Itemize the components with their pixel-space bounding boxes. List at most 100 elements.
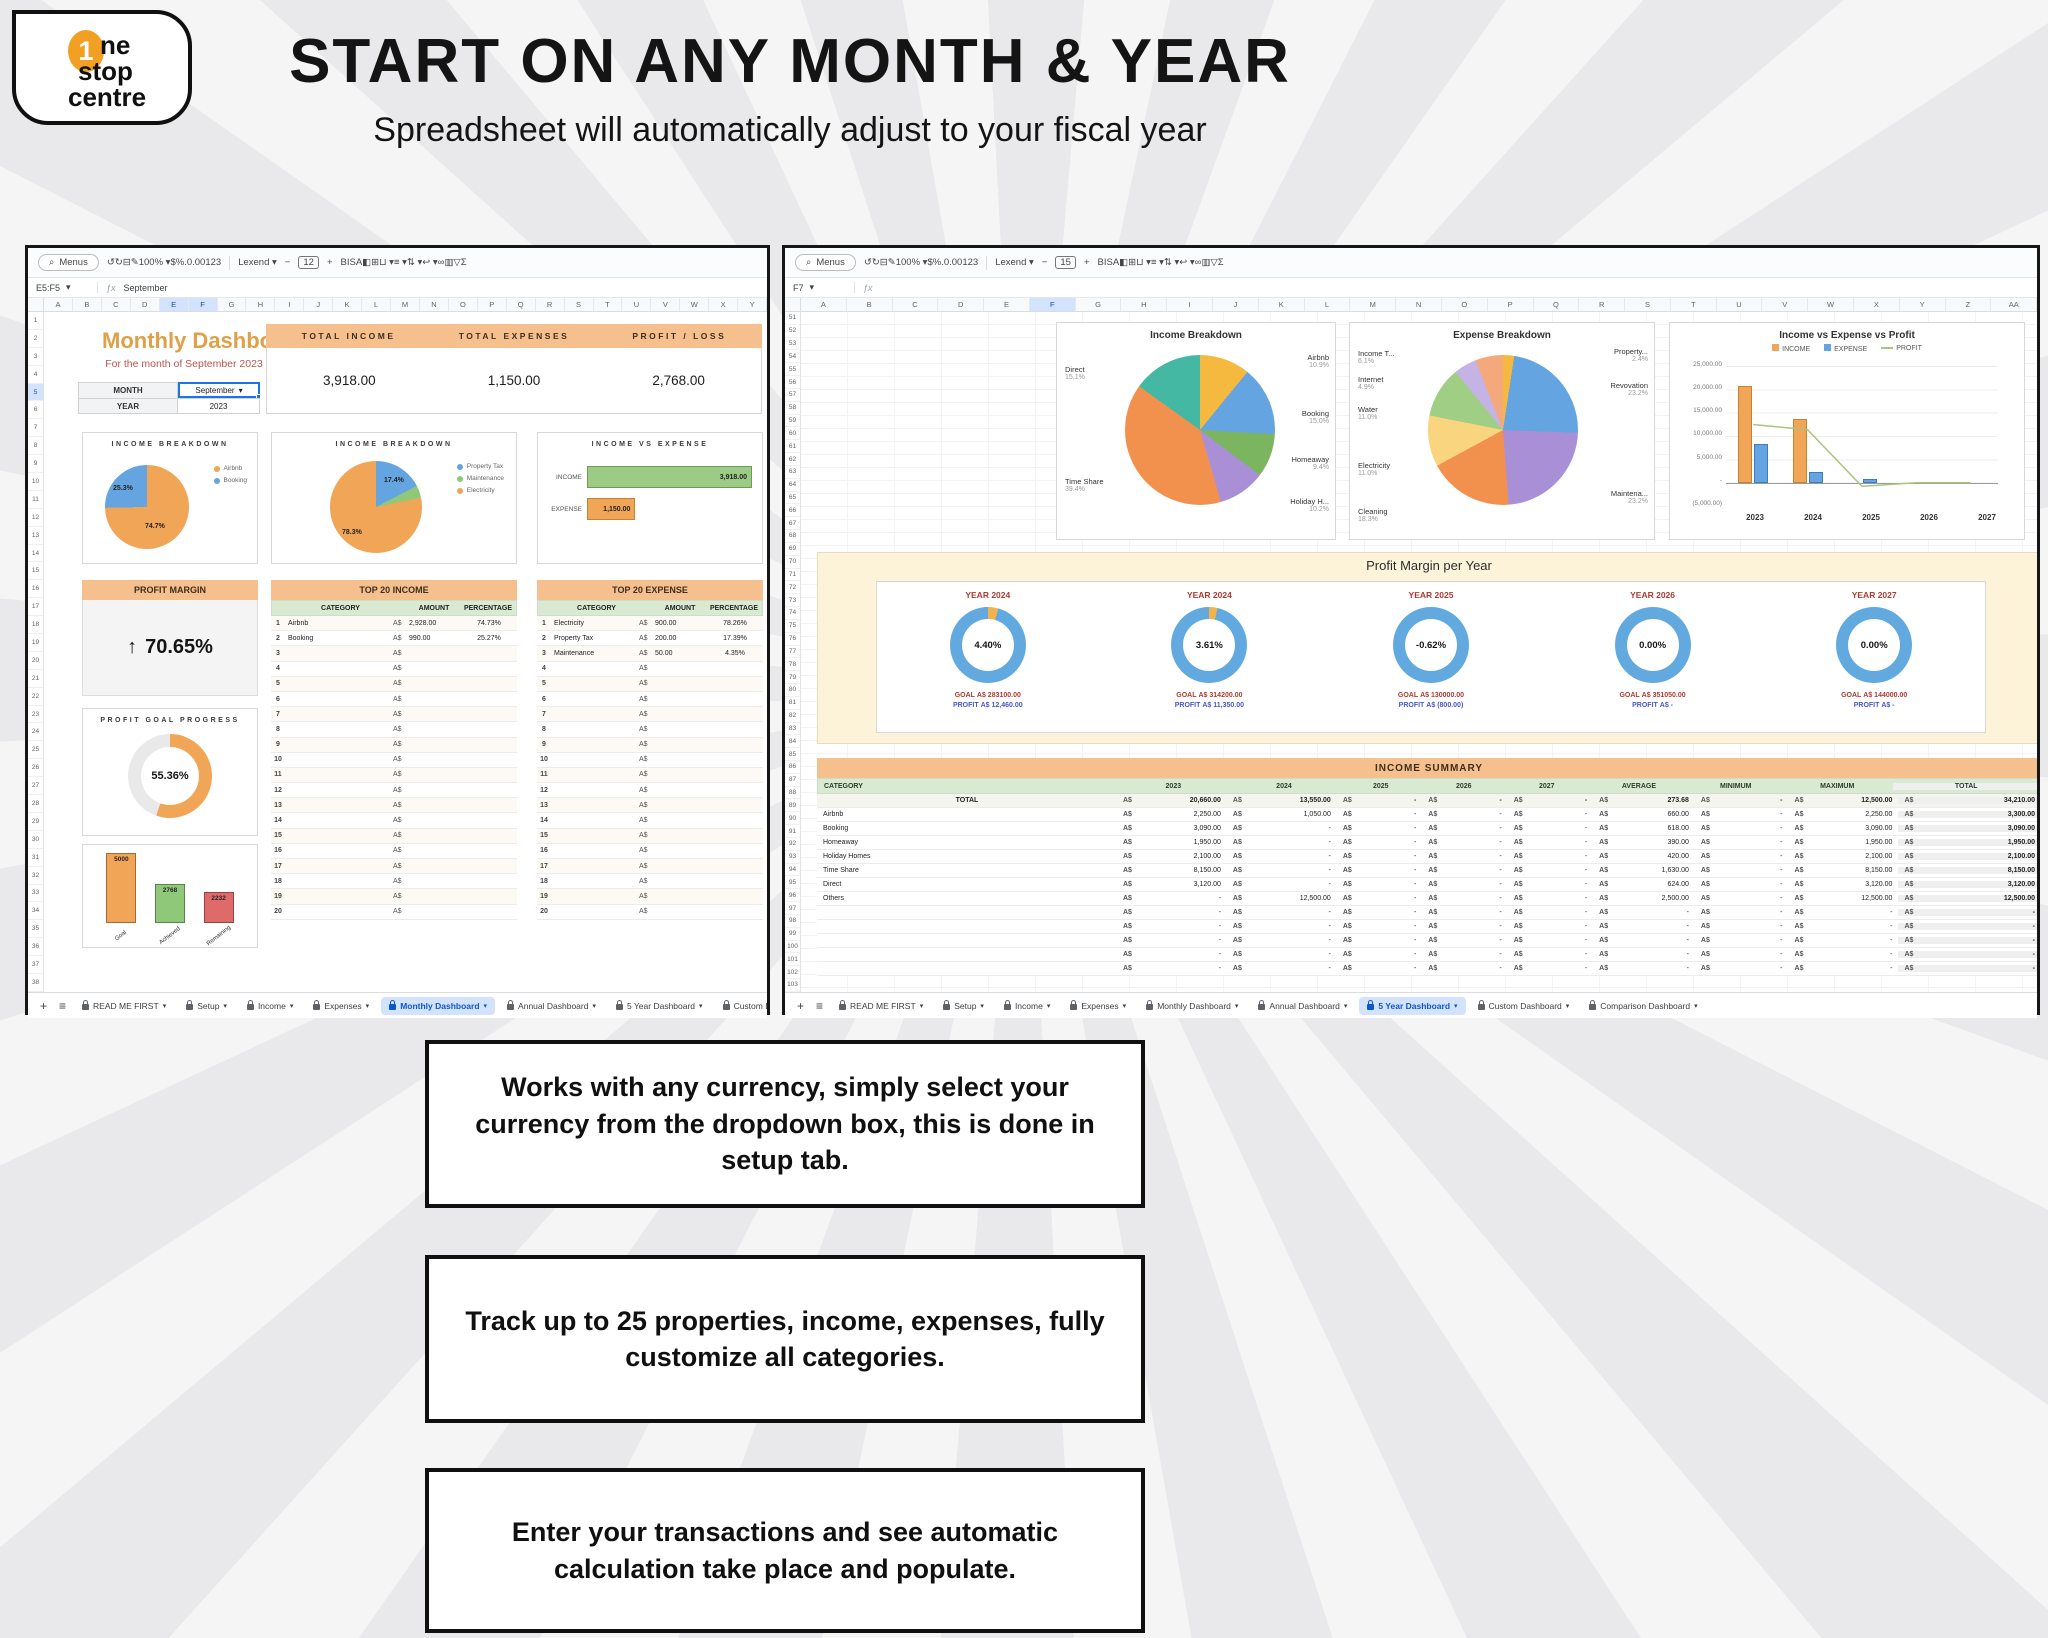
row-header[interactable]: 52	[785, 325, 800, 338]
row-header[interactable]: 100	[785, 941, 800, 954]
row-header[interactable]: 101	[785, 953, 800, 967]
increase-decimal-icon[interactable]: .00	[949, 257, 963, 268]
undo-icon[interactable]: ↺	[863, 257, 872, 268]
row-header[interactable]: 23	[28, 706, 43, 724]
formula-value[interactable]: September	[123, 282, 168, 293]
row-header[interactable]: 67	[785, 517, 800, 531]
row-header[interactable]: 73	[785, 594, 800, 608]
format-currency-icon[interactable]: $	[170, 257, 176, 268]
format-currency-icon[interactable]: $	[927, 257, 933, 268]
row-header[interactable]: 76	[785, 633, 800, 646]
zoom-select[interactable]: 100% ▾	[895, 257, 928, 268]
column-header[interactable]: G	[218, 298, 247, 311]
italic-icon[interactable]: I	[346, 257, 350, 268]
column-header[interactable]: Q	[507, 298, 536, 311]
column-header[interactable]: L	[1305, 298, 1351, 311]
row-header[interactable]: 94	[785, 864, 800, 877]
row-header[interactable]: 92	[785, 838, 800, 851]
insert-link-icon[interactable]: ∞	[1194, 257, 1202, 268]
column-header[interactable]: E	[984, 298, 1030, 311]
row-header[interactable]: 12	[28, 509, 43, 527]
search-icon[interactable]: ⌕	[806, 257, 812, 268]
column-header[interactable]: J	[304, 298, 334, 311]
sheet-tab[interactable]: 5 Year Dashboard ▾	[1359, 996, 1466, 1015]
row-header[interactable]: 55	[785, 363, 800, 377]
column-header[interactable]: AA	[1991, 298, 2038, 311]
row-header[interactable]: 8	[28, 437, 43, 456]
column-header[interactable]: U	[1717, 298, 1763, 311]
tab-menu-arrow-icon[interactable]: ▾	[162, 1002, 167, 1010]
tab-menu-arrow-icon[interactable]: ▾	[1694, 1002, 1698, 1010]
column-header[interactable]: U	[622, 298, 652, 311]
row-header[interactable]: 64	[785, 479, 800, 492]
sheet-tab[interactable]: Setup ▾	[935, 997, 992, 1015]
column-header[interactable]: R	[536, 298, 565, 311]
all-sheets-button[interactable]: ≡	[59, 998, 67, 1013]
column-header[interactable]: C	[102, 298, 131, 311]
sheet-tab[interactable]: 5 Year Dashboard ▾	[608, 997, 711, 1015]
column-header[interactable]: I	[1167, 298, 1214, 311]
row-header[interactable]: 22	[28, 688, 43, 706]
fill-color-icon[interactable]: ◧	[1119, 257, 1129, 268]
font-size-increase[interactable]: +	[326, 257, 333, 268]
row-header[interactable]: 36	[28, 938, 43, 957]
row-header[interactable]: 79	[785, 671, 800, 685]
font-size-decrease[interactable]: −	[284, 257, 291, 268]
column-header[interactable]: D	[131, 298, 160, 311]
row-header[interactable]: 9	[28, 455, 43, 474]
tab-menu-arrow-icon[interactable]: ▾	[1046, 1002, 1051, 1010]
sheet-tab[interactable]: Monthly Dashboard ▾	[1138, 997, 1246, 1015]
bold-icon[interactable]: B	[1097, 257, 1104, 268]
column-header[interactable]: S	[565, 298, 594, 311]
row-header[interactable]: 97	[785, 902, 800, 915]
paint-format-icon[interactable]: ✎	[887, 257, 896, 268]
sheet-tab[interactable]: Annual Dashboard ▾	[499, 997, 604, 1015]
row-header[interactable]: 25	[28, 741, 43, 760]
row-header[interactable]: 57	[785, 389, 800, 402]
row-header[interactable]: 10	[28, 473, 43, 491]
row-header[interactable]: 13	[28, 527, 43, 545]
column-header[interactable]: D	[938, 298, 985, 311]
column-header[interactable]: F	[188, 298, 218, 311]
vertical-align-icon[interactable]: ⇅ ▾	[1163, 257, 1180, 268]
print-icon[interactable]: ⊟	[122, 257, 131, 268]
row-header[interactable]: 90	[785, 812, 800, 826]
row-header[interactable]: 26	[28, 759, 43, 778]
column-header[interactable]: N	[1396, 298, 1442, 311]
row-header[interactable]: 15	[28, 562, 43, 581]
fill-color-icon[interactable]: ◧	[362, 257, 372, 268]
tab-menu-arrow-icon[interactable]: ▾	[1565, 1002, 1570, 1010]
tab-menu-arrow-icon[interactable]: ▾	[223, 1002, 227, 1010]
row-header[interactable]: 32	[28, 867, 43, 885]
create-filter-icon[interactable]: ▽	[453, 257, 461, 268]
row-header[interactable]: 30	[28, 831, 43, 849]
row-header[interactable]: 31	[28, 849, 43, 867]
row-header[interactable]: 68	[785, 530, 800, 543]
functions-icon[interactable]: Σ	[460, 257, 467, 268]
row-header[interactable]: 96	[785, 889, 800, 903]
column-header[interactable]: L	[362, 298, 392, 311]
row-header[interactable]: 69	[785, 543, 800, 556]
column-header[interactable]: O	[449, 298, 478, 311]
functions-icon[interactable]: Σ	[1217, 257, 1224, 268]
row-header[interactable]: 20	[28, 652, 43, 670]
month-dropdown[interactable]: September ▾	[178, 382, 261, 399]
column-header[interactable]: M	[1350, 298, 1397, 311]
column-header[interactable]: B	[847, 298, 893, 311]
create-filter-icon[interactable]: ▽	[1210, 257, 1218, 268]
column-header[interactable]: G	[1076, 298, 1122, 311]
row-header[interactable]: 56	[785, 376, 800, 389]
insert-link-icon[interactable]: ∞	[437, 257, 445, 268]
row-header[interactable]: 80	[785, 684, 800, 697]
row-header[interactable]: 28	[28, 795, 43, 813]
italic-icon[interactable]: I	[1103, 257, 1107, 268]
row-header[interactable]: 7	[28, 419, 43, 438]
row-header[interactable]: 59	[785, 415, 800, 428]
menus-label[interactable]: Menus	[816, 257, 845, 268]
increase-decimal-icon[interactable]: .00	[192, 257, 206, 268]
tab-menu-arrow-icon[interactable]: ▾	[699, 1002, 703, 1010]
row-header[interactable]: 11	[28, 491, 43, 509]
row-header[interactable]: 58	[785, 402, 800, 415]
tab-menu-arrow-icon[interactable]: ▾	[1454, 1002, 1458, 1010]
text-wrap-icon[interactable]: ↩ ▾	[1179, 257, 1195, 268]
